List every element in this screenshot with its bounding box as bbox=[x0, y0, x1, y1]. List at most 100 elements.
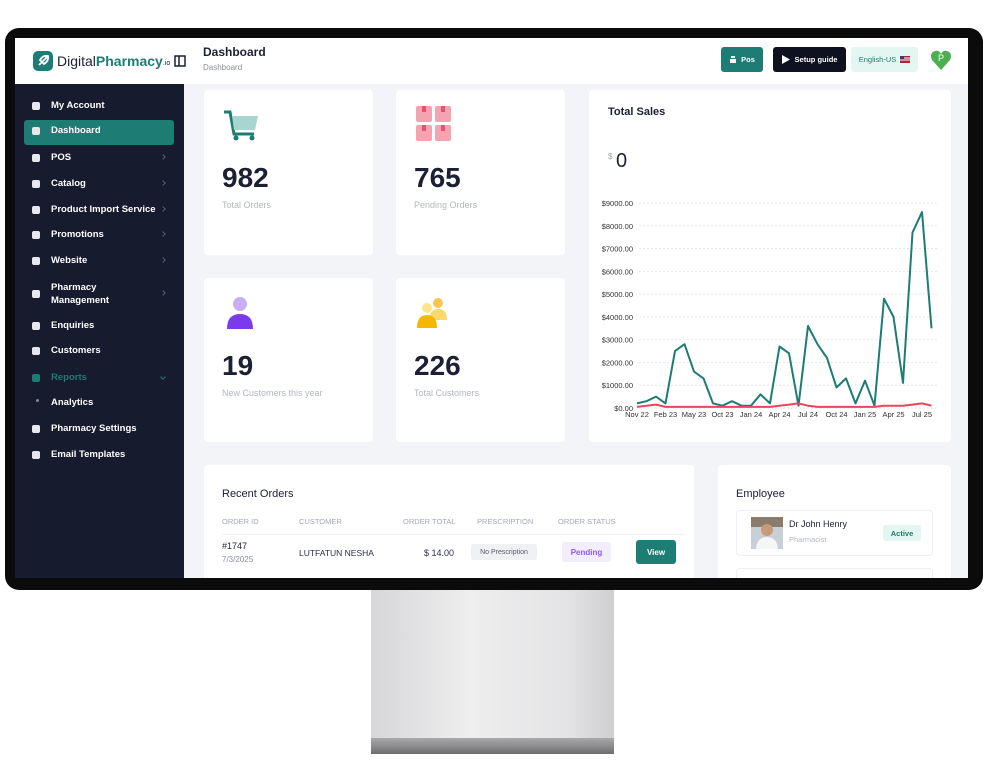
x-tick-label: Jan 25 bbox=[854, 410, 877, 419]
nav-icon bbox=[32, 206, 40, 214]
order-date: 7/3/2025 bbox=[222, 555, 254, 564]
logo-text: Pharmacy bbox=[95, 53, 163, 69]
nav-label: POS bbox=[51, 152, 72, 163]
button-label: English-US bbox=[858, 55, 897, 64]
sidebar: My Account Dashboard POS Catalog Product Imp… bbox=[15, 84, 184, 578]
stat-label: New Customers this year bbox=[222, 388, 323, 398]
nav-icon bbox=[32, 102, 40, 110]
logo: Digital Pharmacy .io bbox=[33, 50, 186, 72]
nav-icon bbox=[32, 231, 40, 239]
nav-label: Dashboard bbox=[51, 125, 101, 136]
avatar-letter: P bbox=[937, 53, 944, 63]
button-label: Setup guide bbox=[794, 55, 838, 64]
series-line bbox=[636, 402, 932, 408]
x-tick-label: Jan 24 bbox=[740, 410, 763, 419]
avatar[interactable]: P bbox=[930, 49, 952, 71]
view-button[interactable]: View bbox=[636, 540, 676, 564]
nav-icon bbox=[32, 127, 40, 135]
column-header: CUSTOMER bbox=[299, 517, 342, 526]
x-tick-label: May 23 bbox=[682, 410, 707, 419]
logo-text: .io bbox=[162, 60, 171, 67]
x-tick-label: Apr 25 bbox=[882, 410, 904, 419]
y-tick-label: $9000.00 bbox=[602, 199, 633, 208]
y-tick-label: $2000.00 bbox=[602, 358, 633, 367]
nav-label: Enquiries bbox=[51, 320, 95, 331]
stat-card: 982 Total Orders bbox=[204, 90, 373, 255]
section-title: Recent Orders bbox=[222, 488, 294, 500]
nav-label: Reports bbox=[51, 372, 87, 383]
logo-icon bbox=[33, 51, 53, 71]
sales-total: 0 bbox=[616, 150, 628, 172]
employee-row: Dr John Henry Pharmacist Active bbox=[736, 510, 933, 556]
nav-label: Customers bbox=[51, 345, 101, 356]
nav-icon bbox=[32, 425, 40, 433]
stat-card: 226 Total Customers bbox=[396, 278, 565, 442]
nav-chevron bbox=[160, 290, 166, 296]
chart-title: Total Sales bbox=[608, 106, 666, 118]
nav-label: Pharmacy Settings bbox=[51, 423, 137, 434]
language-button[interactable]: English-US bbox=[851, 47, 918, 72]
nav-label: Analytics bbox=[51, 397, 94, 408]
nav-icon bbox=[32, 451, 40, 459]
employee-role: Pharmacist bbox=[789, 535, 827, 544]
y-tick-label: $8000.00 bbox=[602, 222, 633, 231]
currency: $ bbox=[608, 152, 613, 161]
x-tick-label: Apr 24 bbox=[768, 410, 790, 419]
x-tick-label: Oct 24 bbox=[825, 410, 847, 419]
nav-icon bbox=[32, 347, 40, 355]
nav-label: My Account bbox=[51, 100, 105, 111]
nav-label: Pharmacy Management bbox=[51, 282, 110, 306]
menu-toggle[interactable] bbox=[174, 55, 186, 67]
employee-name: Dr John Henry bbox=[789, 519, 848, 529]
nav-label: Email Templates bbox=[51, 449, 126, 460]
stat-value: 226 bbox=[414, 350, 461, 381]
pos-button[interactable]: Pos bbox=[721, 47, 763, 72]
stat-label: Total Customers bbox=[414, 388, 480, 398]
boxes-icon bbox=[416, 106, 451, 141]
section-title: Employee bbox=[736, 488, 785, 500]
employee-row bbox=[736, 568, 933, 578]
y-tick-label: $7000.00 bbox=[602, 245, 633, 254]
monitor-base bbox=[371, 738, 614, 754]
nav-icon bbox=[32, 290, 40, 298]
setup-guide-button[interactable]: Setup guide bbox=[773, 47, 846, 72]
screen: Digital Pharmacy .io Dashboard Dashboard P… bbox=[15, 38, 968, 578]
x-tick-label: Feb 23 bbox=[654, 410, 677, 419]
order-id: #1747 bbox=[222, 541, 248, 551]
order-total: $ 14.00 bbox=[424, 548, 455, 558]
column-header: ORDER TOTAL bbox=[403, 517, 456, 526]
stat-label: Total Orders bbox=[222, 200, 272, 210]
stat-card: 19 New Customers this year bbox=[204, 278, 373, 442]
customer-name: LUTFATUN NESHA bbox=[299, 548, 374, 558]
y-tick-label: $1000.00 bbox=[602, 381, 633, 390]
prescription-badge: No Prescription bbox=[471, 544, 537, 560]
employee-card: Employee Dr John Henry Pharmacist Active bbox=[718, 465, 951, 578]
nav-icon bbox=[32, 154, 40, 162]
x-tick-label: Jul 25 bbox=[912, 410, 932, 419]
row-divider bbox=[222, 534, 684, 535]
stat-value: 765 bbox=[414, 162, 461, 193]
monitor-stand bbox=[371, 590, 614, 740]
status-badge: Pending bbox=[562, 542, 611, 562]
nav-icon bbox=[32, 180, 40, 188]
nav-label: Product Import Service bbox=[51, 204, 156, 215]
y-tick-label: $3000.00 bbox=[602, 336, 633, 345]
nav-icon bbox=[32, 322, 40, 330]
y-tick-label: $6000.00 bbox=[602, 267, 633, 276]
cart-icon bbox=[224, 110, 258, 141]
recent-orders-card: Recent Orders ORDER ID CUSTOMER ORDER TO… bbox=[204, 465, 694, 578]
stat-card: 765 Pending Orders bbox=[396, 90, 565, 255]
nav-label: Promotions bbox=[51, 229, 104, 240]
customer-icon bbox=[227, 297, 253, 329]
stat-value: 982 bbox=[222, 162, 269, 193]
button-label: Pos bbox=[741, 55, 755, 64]
nav-label: Website bbox=[51, 255, 88, 266]
x-tick-label: Oct 23 bbox=[711, 410, 733, 419]
nav-icon bbox=[32, 257, 40, 265]
x-tick-label: Jul 24 bbox=[798, 410, 818, 419]
logo-text: Digital bbox=[57, 53, 96, 69]
y-tick-label: $4000.00 bbox=[602, 313, 633, 322]
column-header: PRESCRIPTION bbox=[477, 517, 534, 526]
nav-icon bbox=[32, 374, 40, 382]
